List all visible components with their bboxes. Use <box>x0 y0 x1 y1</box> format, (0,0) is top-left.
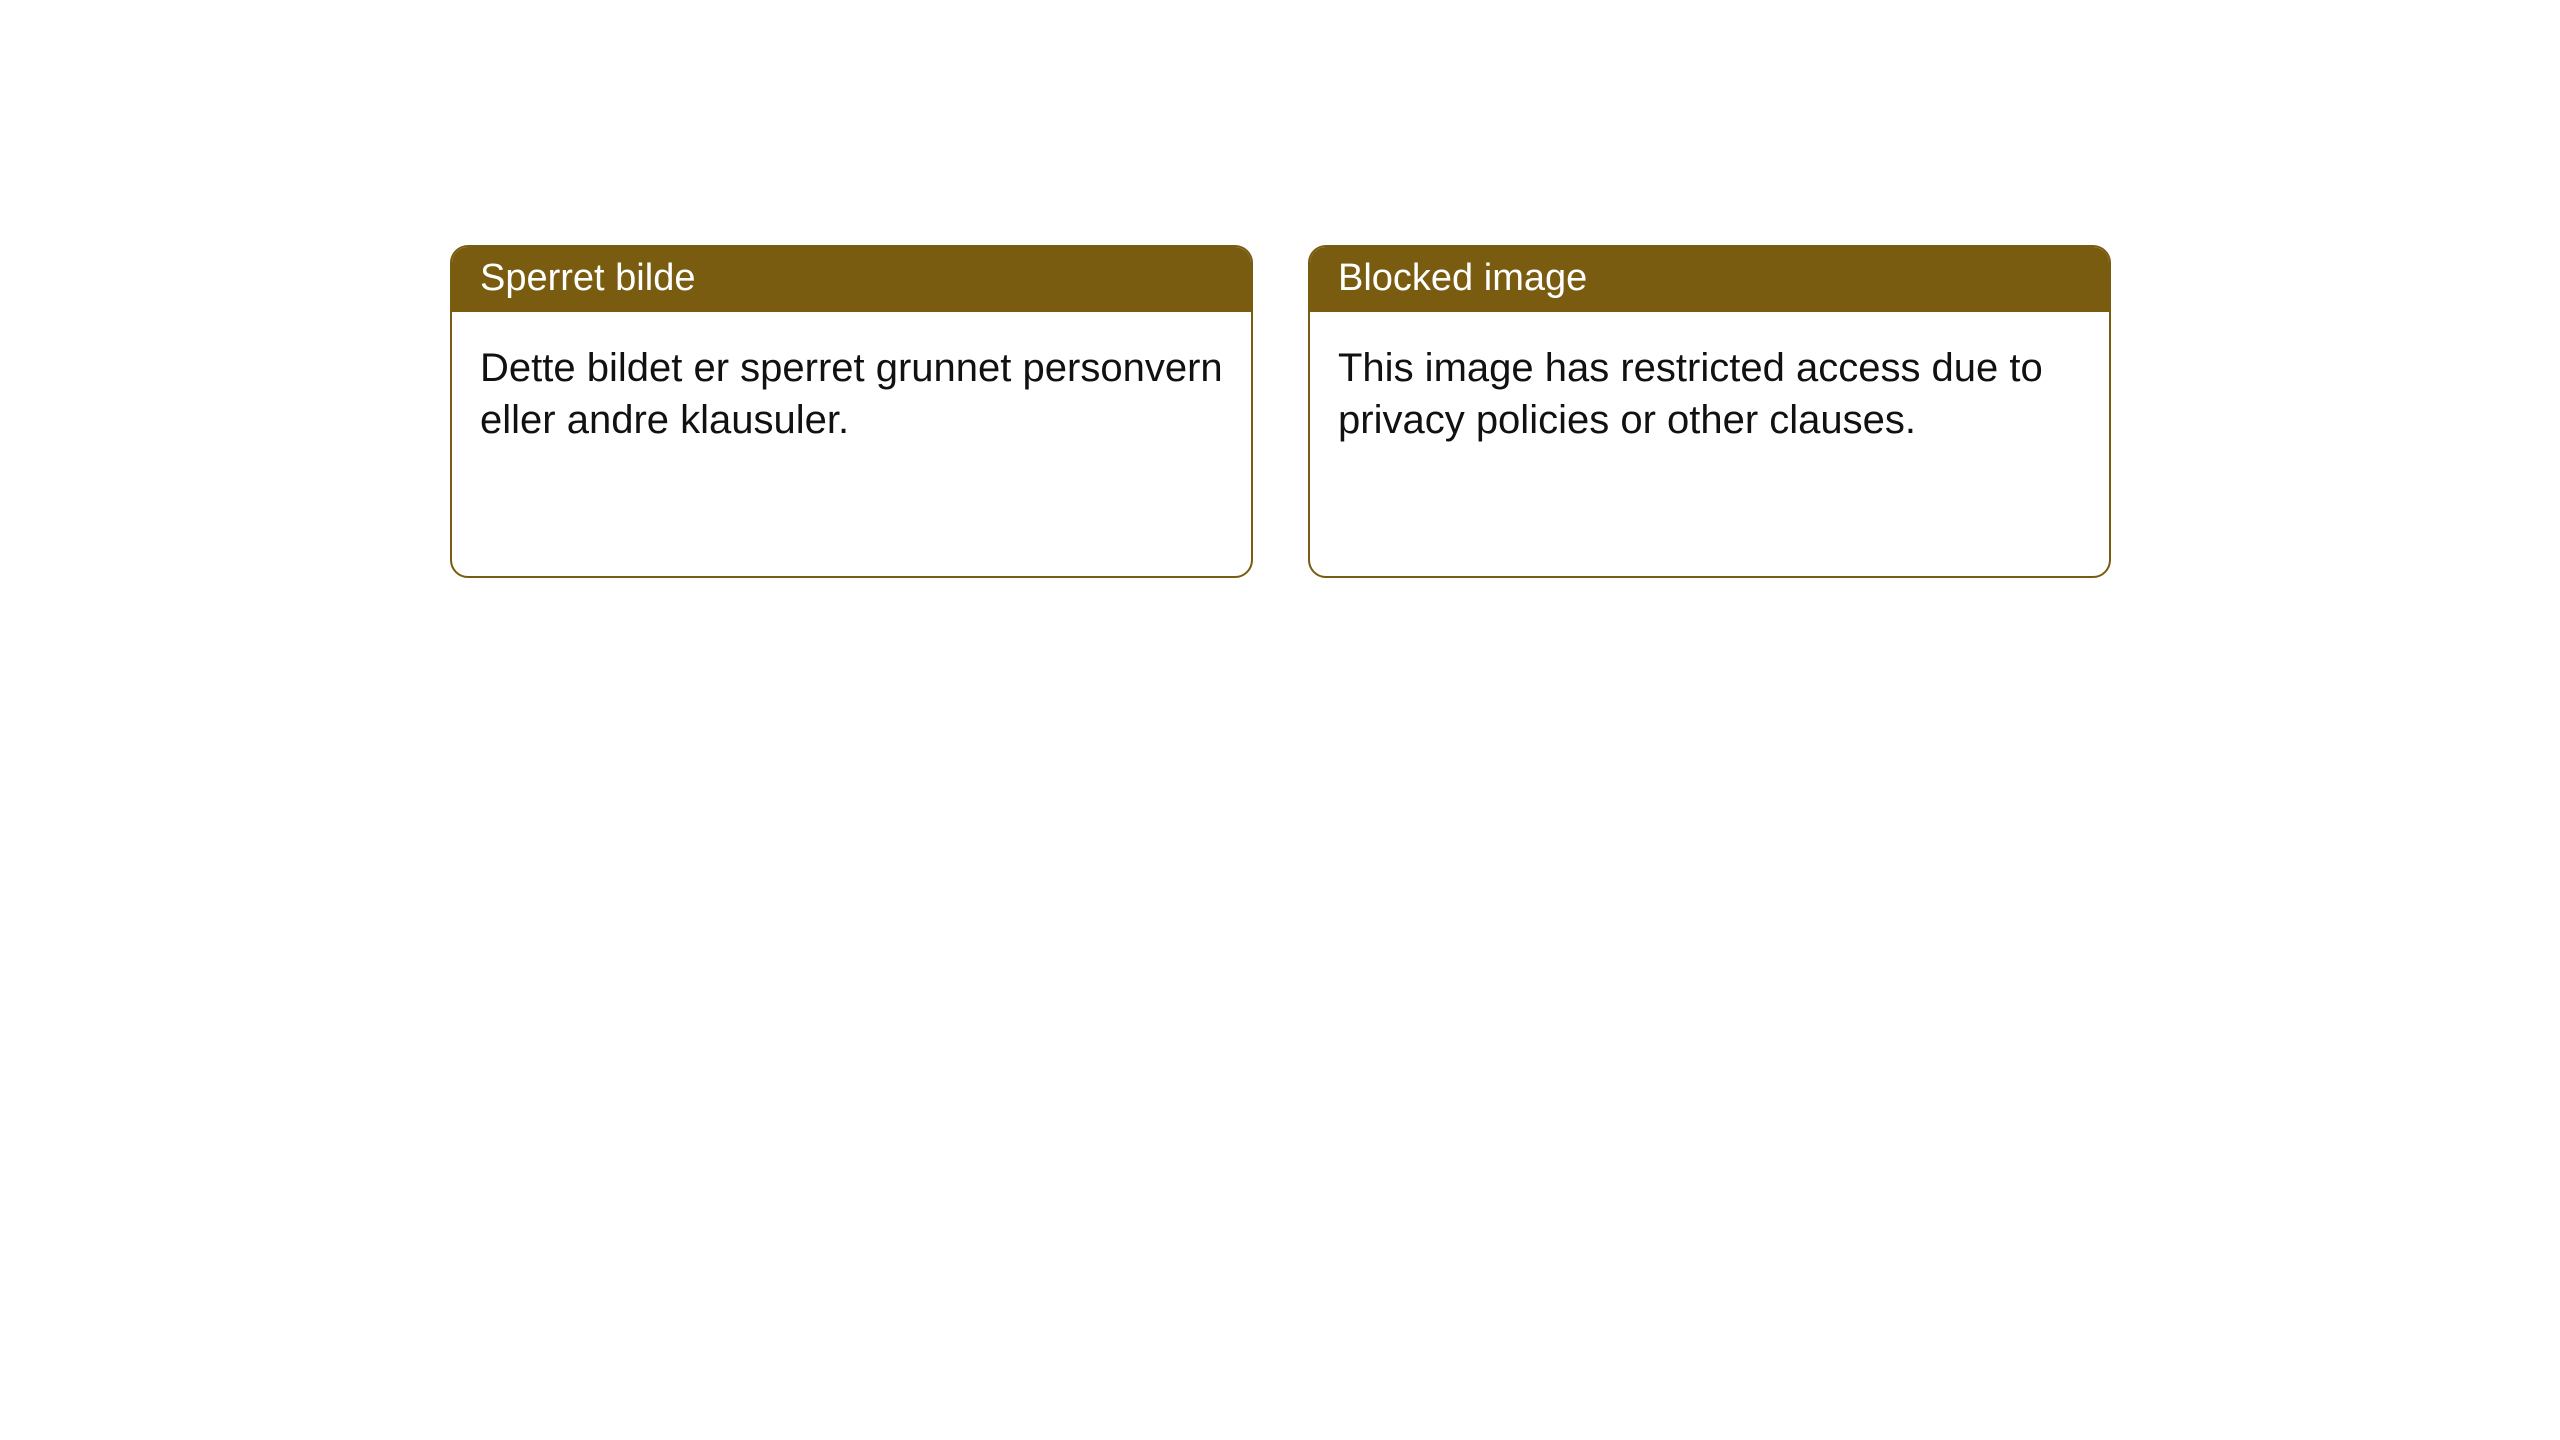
notice-body: Dette bildet er sperret grunnet personve… <box>452 312 1251 474</box>
notice-body: This image has restricted access due to … <box>1310 312 2109 474</box>
notice-container: Sperret bilde Dette bildet er sperret gr… <box>450 245 2111 578</box>
notice-title: Sperret bilde <box>452 247 1251 312</box>
notice-card-norwegian: Sperret bilde Dette bildet er sperret gr… <box>450 245 1253 578</box>
notice-title: Blocked image <box>1310 247 2109 312</box>
notice-card-english: Blocked image This image has restricted … <box>1308 245 2111 578</box>
